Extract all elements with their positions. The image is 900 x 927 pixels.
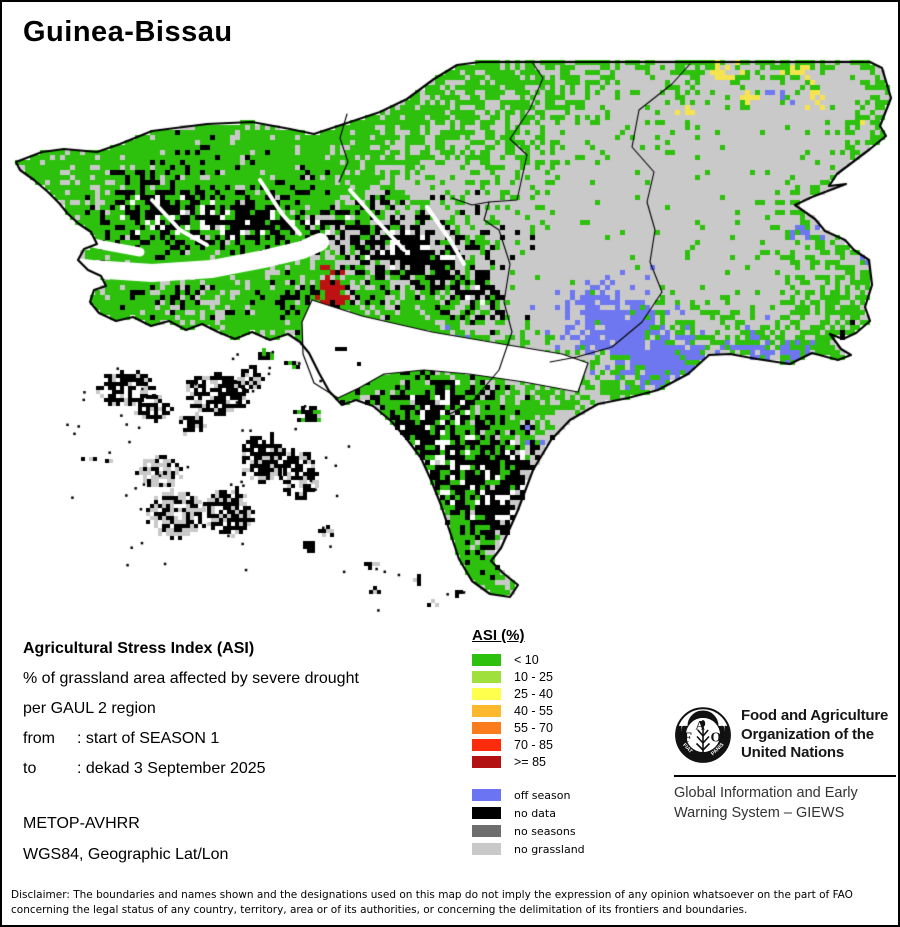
legend-swatch (472, 738, 501, 751)
legend-swatch (472, 807, 501, 819)
legend-swatch (472, 721, 501, 734)
asi-region: per GAUL 2 region (23, 700, 156, 717)
legend-label: 70 - 85 (514, 737, 553, 752)
legend-status: off season no data no seasons no grassland (472, 786, 585, 858)
page-title: Guinea-Bissau (23, 16, 233, 48)
legend: ASI (%) < 10 10 - 25 25 - 40 40 - 55 55 - 70… (472, 627, 585, 858)
legend-swatch (472, 687, 501, 700)
legend-label: >= 85 (514, 754, 546, 769)
legend-row: < 10 (472, 651, 585, 668)
legend-row: no data (472, 804, 585, 822)
sensor-block: METOP-AVHRR WGS84, Geographic Lat/Lon (23, 808, 228, 870)
svg-text:F: F (684, 731, 693, 746)
period-from: from : start of SEASON 1 (23, 724, 359, 754)
legend-classes: < 10 10 - 25 25 - 40 40 - 55 55 - 70 70 - 85 >… (472, 651, 585, 770)
legend-label: 25 - 40 (514, 686, 553, 701)
from-value: : start of SEASON 1 (77, 730, 220, 747)
asi-description: % of grassland area affected by severe d… (23, 670, 359, 687)
sensor-name: METOP-AVHRR (23, 815, 140, 832)
legend-row: 10 - 25 (472, 668, 585, 685)
disclaimer-line1: Disclaimer: The boundaries and names sho… (11, 889, 853, 901)
disclaimer: Disclaimer: The boundaries and names sho… (11, 888, 895, 918)
legend-label: 40 - 55 (514, 703, 553, 718)
fao-block: F A O FIAT PANIS Food and Agriculture Or… (674, 706, 896, 823)
legend-label: < 10 (514, 652, 539, 667)
legend-row: 25 - 40 (472, 685, 585, 702)
legend-swatch (472, 755, 501, 768)
legend-swatch (472, 670, 501, 683)
disclaimer-line2: concerning the legal status of any count… (11, 904, 748, 916)
legend-row: no seasons (472, 822, 585, 840)
fao-org-name: Food and Agriculture Organization of the… (741, 707, 889, 761)
legend-swatch (472, 704, 501, 717)
projection-name: WGS84, Geographic Lat/Lon (23, 846, 229, 863)
legend-row: 70 - 85 (472, 736, 585, 753)
legend-swatch (472, 789, 501, 801)
legend-label: 55 - 70 (514, 720, 553, 735)
legend-row: off season (472, 786, 585, 804)
to-value: : dekad 3 September 2025 (77, 760, 266, 777)
legend-title: ASI (%) (472, 627, 525, 644)
from-label: from (23, 730, 55, 747)
legend-swatch (472, 653, 501, 666)
svg-text:A: A (696, 718, 706, 733)
legend-label: no data (514, 806, 556, 820)
legend-label: off season (514, 788, 571, 802)
giews-name: Global Information and Early Warning Sys… (674, 785, 858, 821)
fao-divider (674, 775, 896, 777)
map-info-block: Agricultural Stress Index (ASI) % of gra… (23, 634, 359, 784)
legend-row: 55 - 70 (472, 719, 585, 736)
legend-row: 40 - 55 (472, 702, 585, 719)
legend-label: 10 - 25 (514, 669, 553, 684)
legend-label: no grassland (514, 842, 585, 856)
svg-text:O: O (711, 731, 722, 746)
legend-swatch (472, 843, 501, 855)
to-label: to (23, 760, 37, 777)
asi-map (2, 2, 898, 624)
legend-row: >= 85 (472, 753, 585, 770)
wheat-icon (695, 724, 711, 753)
period-to: to : dekad 3 September 2025 (23, 754, 359, 784)
legend-label: no seasons (514, 824, 576, 838)
legend-row: no grassland (472, 840, 585, 858)
fao-logo-icon: F A O FIAT PANIS (675, 706, 731, 763)
asi-heading: Agricultural Stress Index (ASI) (23, 640, 255, 657)
legend-swatch (472, 825, 501, 837)
